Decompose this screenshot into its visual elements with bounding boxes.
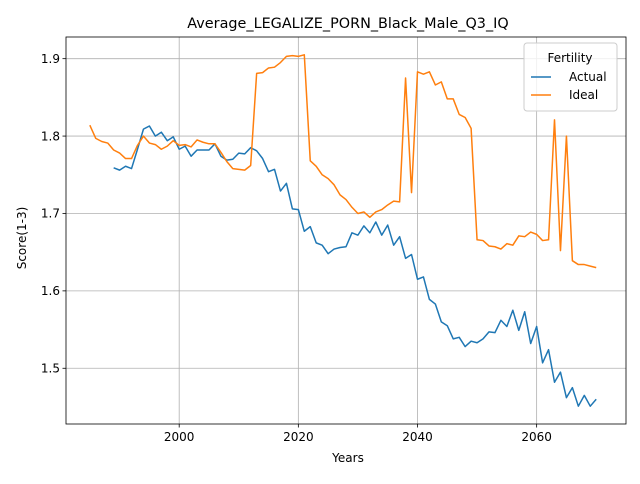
y-tick-label: 1.7 [41, 207, 60, 221]
y-axis-label: Score(1-3) [15, 207, 29, 270]
x-tick-label: 2060 [521, 430, 552, 444]
chart-title: Average_LEGALIZE_PORN_Black_Male_Q3_IQ [187, 16, 508, 32]
y-tick-label: 1.8 [41, 129, 60, 143]
y-tick-label: 1.6 [41, 284, 60, 298]
legend: Fertility Actual Ideal [524, 43, 617, 111]
x-tick-label: 2020 [283, 430, 314, 444]
legend-label-ideal: Ideal [569, 88, 598, 102]
y-tick-label: 1.5 [41, 361, 60, 375]
legend-label-actual: Actual [569, 70, 607, 84]
legend-title: Fertility [547, 51, 592, 65]
x-tick-label: 2000 [164, 430, 195, 444]
x-tick-label: 2040 [402, 430, 433, 444]
y-tick-label: 1.9 [41, 52, 60, 66]
x-axis-label: Years [331, 451, 364, 465]
